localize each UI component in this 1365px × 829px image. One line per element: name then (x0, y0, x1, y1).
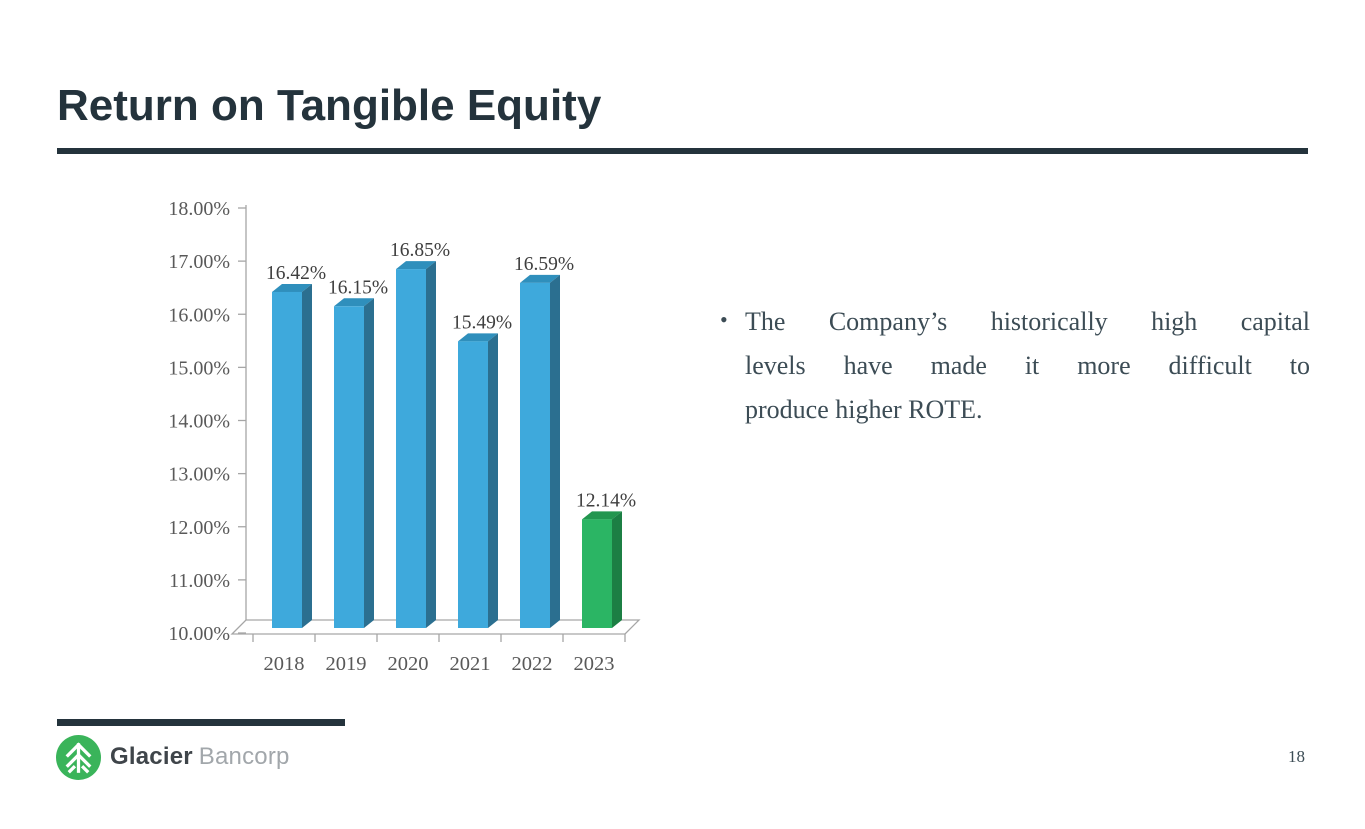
y-axis-label: 11.00% (169, 570, 230, 592)
bar-value-label: 16.42% (266, 263, 326, 284)
bar-top-2022 (520, 274, 560, 283)
bar-value-label: 16.85% (390, 240, 450, 261)
bar-side-2022 (550, 274, 560, 628)
x-axis-label: 2022 (512, 653, 553, 675)
title-underline (57, 148, 1308, 154)
bar-value-label: 12.14% (576, 490, 636, 511)
bar-side-2021 (488, 333, 498, 628)
y-axis-label: 17.00% (168, 251, 230, 273)
bar-2019 (334, 306, 364, 628)
bar-side-2020 (426, 261, 436, 628)
x-axis-label: 2021 (450, 653, 491, 675)
bar-side-2019 (364, 298, 374, 628)
bar-2023 (582, 519, 612, 628)
y-axis-label: 13.00% (168, 464, 230, 486)
y-axis-label: 18.00% (168, 198, 230, 220)
bar-2018 (272, 291, 302, 628)
x-axis-label: 2023 (574, 653, 615, 675)
y-axis-label: 16.00% (168, 304, 230, 326)
chart-canvas: 18.00% 17.00% 16.00% 15.00% 14.00% 13.00% 12.0… (168, 198, 641, 675)
bar-value-label: 16.15% (328, 277, 388, 298)
page-number: 18 (1288, 747, 1305, 766)
bar-top-2023 (582, 511, 622, 520)
page-title: Return on Tangible Equity (57, 81, 602, 130)
bullet-line: The Company’s historically high capital (745, 307, 1310, 336)
bar-2020 (396, 269, 426, 628)
brand-name-light: Bancorp (198, 743, 290, 770)
y-axis-label: 14.00% (168, 411, 230, 433)
y-axis-label: 12.00% (168, 517, 230, 539)
bar-2022 (520, 282, 550, 628)
glacier-bancorp-logo: Glacier Bancorp (56, 734, 290, 780)
bullet-line: levels have made it more difficult to (745, 351, 1310, 380)
bar-top-2020 (396, 261, 436, 270)
bullet-marker-icon: • (720, 307, 728, 332)
bullet-item: • The Company’s historically high capita… (718, 300, 1310, 432)
y-axis-label: 10.00% (168, 623, 230, 645)
bar-value-label: 15.49% (452, 312, 512, 333)
bar-value-label: 16.59% (514, 254, 574, 275)
y-axis-label: 15.00% (168, 357, 230, 379)
footer-accent-bar (57, 719, 345, 726)
x-axis-label: 2019 (326, 653, 367, 675)
bar-top-2018 (272, 283, 312, 292)
commentary-block: • The Company’s historically high capita… (718, 300, 1310, 432)
brand-name-bold: Glacier (110, 743, 193, 770)
bar-top-2019 (334, 298, 374, 307)
brand-name: Glacier Bancorp (110, 743, 290, 771)
tree-icon (56, 734, 101, 780)
bar-2021 (458, 341, 488, 628)
bar-side-2018 (302, 283, 312, 628)
bullet-line: produce higher ROTE. (745, 395, 983, 424)
rote-bar-chart: 18.00% 17.00% 16.00% 15.00% 14.00% 13.00% 12.0… (150, 190, 670, 690)
bar-side-2023 (612, 511, 622, 628)
x-axis-label: 2020 (388, 653, 429, 675)
x-axis-label: 2018 (264, 653, 305, 675)
bar-top-2021 (458, 333, 498, 342)
